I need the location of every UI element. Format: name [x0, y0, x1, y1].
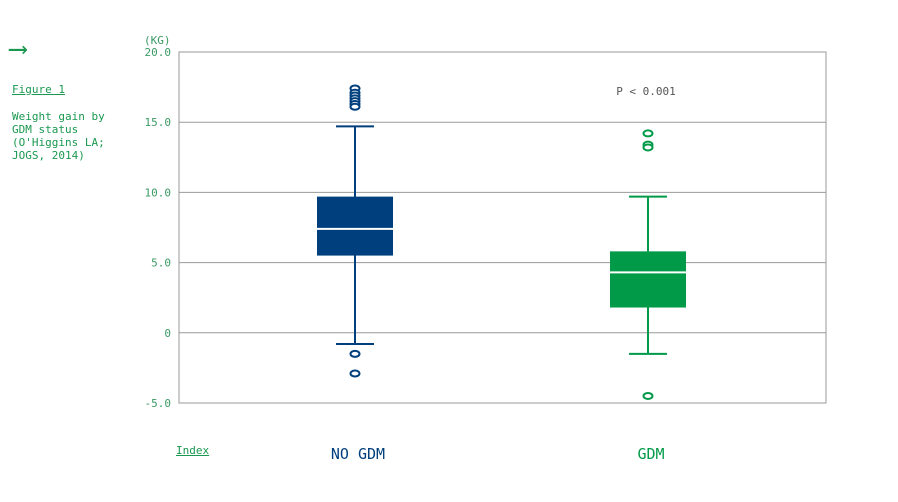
caption-line: GDM status [12, 123, 79, 136]
outlier-point [642, 143, 654, 152]
y-tick-label: 15.0 [145, 116, 172, 129]
figure-caption: Weight gain by GDM status (O'Higgins LA;… [12, 110, 122, 162]
outlier-point [349, 102, 361, 111]
box-iqr [610, 251, 686, 308]
y-tick-label: 5.0 [151, 257, 171, 270]
y-tick-label: -5.0 [145, 397, 172, 410]
y-tick-label: 0 [164, 327, 171, 340]
p-value-annotation: P < 0.001 [616, 85, 676, 98]
caption-line: Weight gain by [12, 110, 105, 123]
y-unit-label: (KG) [144, 34, 171, 47]
index-link[interactable]: Index [176, 444, 210, 457]
plot-frame [178, 51, 827, 404]
outlier-point [349, 369, 361, 378]
category-label: NO GDM [331, 445, 385, 463]
outlier-point [642, 391, 654, 400]
box-iqr [317, 196, 393, 256]
outlier-point [349, 349, 361, 358]
caption-line: (O'Higgins LA; [12, 136, 105, 149]
figure-link[interactable]: Figure 1 [12, 83, 65, 96]
arrow-right-icon[interactable]: ⟶ [10, 34, 26, 64]
y-tick-label: 20.0 [145, 46, 172, 59]
outlier-point [642, 129, 654, 138]
y-tick-label: 10.0 [145, 186, 172, 199]
caption-line: JOGS, 2014) [12, 149, 85, 162]
category-label: GDM [637, 445, 664, 463]
